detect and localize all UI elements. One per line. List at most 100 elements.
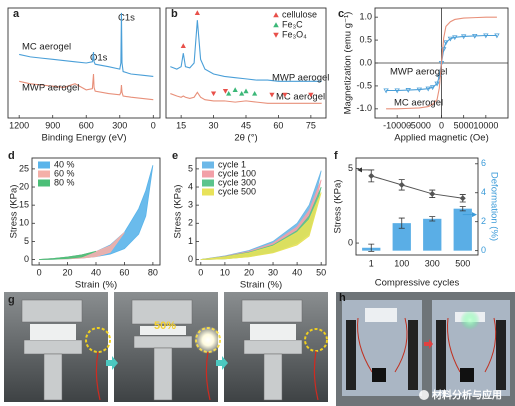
y-axis-label: Stress (KPa): [9, 185, 20, 239]
chart-panel: b 15 30 45 60 75 2θ (°) MWP aerogel MC aerogel ce…: [165, 7, 329, 144]
point-marker: [460, 34, 467, 40]
x-tick-label: 30: [268, 267, 278, 277]
arrows: [106, 356, 228, 370]
arrow: [424, 339, 433, 349]
series-label: MC aerogel: [22, 42, 71, 53]
point-marker: [494, 33, 500, 39]
bar: [392, 223, 411, 251]
point-marker: [483, 33, 489, 39]
legend-swatch: [38, 170, 50, 178]
y-tick-label: 15: [19, 200, 29, 210]
y-tick-label: 5: [348, 163, 353, 173]
watermark-icon: [419, 390, 429, 400]
y-tick-label: 5: [24, 236, 29, 246]
point-marker: [447, 36, 454, 42]
error-bar: [368, 243, 375, 252]
plot-frame: [7, 7, 161, 119]
y-tick-label: 20: [19, 181, 29, 191]
phase-marker: [180, 43, 186, 48]
legend-label: Fe₃O₄: [282, 29, 307, 39]
x-axis-label: Strain (%): [240, 280, 282, 291]
x-tick-label: 100: [394, 258, 409, 268]
point-marker: [398, 181, 405, 188]
x-tick-label: 900: [45, 120, 60, 130]
x-tick-label: 10000: [473, 120, 498, 130]
series-line: [371, 175, 463, 199]
chart-panel: f 0 5 0 2 4 6 Compressive cycles Stress (KPa) Def…: [333, 150, 500, 289]
x-axis-label: Binding Energy (eV): [41, 133, 126, 144]
sample: [365, 308, 397, 322]
hysteresis-loop: [200, 192, 322, 260]
point-marker: [416, 87, 423, 93]
photo-panel-g: g 50%: [4, 292, 328, 402]
y-tick-label: 2: [188, 218, 193, 228]
legend-swatch: [202, 161, 214, 169]
y-tick-label: -0.5: [356, 80, 372, 90]
legend-swatch: [202, 170, 214, 178]
magnets: [346, 320, 506, 390]
point-marker: [368, 172, 375, 179]
panel-letter: h: [339, 292, 346, 304]
phase-marker: [252, 90, 258, 96]
error-bar: [429, 216, 436, 222]
plot-frame: [195, 157, 327, 266]
chart-panel: e 0 10 20 30 40 50 0 1 2 3 4 5 Strain (%) Stress (KPa)…: [172, 150, 327, 291]
press-fixtures: [21, 299, 303, 401]
x-tick-label: 0: [439, 120, 444, 130]
panel-letter: e: [172, 150, 178, 162]
legend-swatch: [202, 188, 214, 196]
panel-letter: c: [338, 8, 344, 20]
y-tick-label: 0: [188, 254, 193, 264]
x-tick-label: 300: [425, 258, 440, 268]
y2-tick-label: 6: [481, 158, 486, 168]
series-line: [19, 12, 154, 77]
photo-panel-h: h 材料分析与应用: [336, 292, 515, 406]
x-tick-label: 0: [37, 267, 42, 277]
legend-label: cycle 100: [218, 168, 256, 178]
x-tick-label: 50: [316, 267, 326, 277]
arrow-head: [357, 167, 362, 173]
x-tick-label: 75: [306, 120, 316, 130]
point-marker: [425, 86, 431, 92]
point-marker: [429, 190, 436, 197]
series-label: MWP aerogel: [272, 73, 329, 84]
x-tick-label: 1200: [9, 120, 29, 130]
point-marker: [459, 195, 466, 202]
led-glow: [194, 326, 222, 354]
x-tick-label: 1: [369, 258, 374, 268]
bar: [453, 208, 472, 251]
series-line: [19, 73, 154, 101]
legend-label: 40 %: [54, 159, 75, 169]
y2-axis-label: Deformation (%): [488, 172, 499, 241]
panel-letter: b: [171, 8, 178, 20]
battery: [460, 368, 474, 382]
phase-marker: [282, 92, 288, 98]
legend-label: cellulose: [282, 9, 317, 19]
x-axis-label: Compressive cycles: [375, 278, 460, 289]
x-tick-label: 300: [112, 120, 127, 130]
legend-symbol: [273, 22, 279, 28]
arrow-head: [472, 212, 477, 218]
y-axis-label: Magnetization (emu g⁻¹): [343, 12, 354, 115]
legend-swatch: [202, 179, 214, 187]
legend-symbol: [273, 12, 279, 18]
legend-swatch: [38, 179, 50, 187]
phase-marker: [226, 90, 232, 96]
x-tick-label: 20: [63, 267, 73, 277]
point-marker: [434, 81, 440, 87]
chart-panel: c -10000-5000 0 5000 10000 -1.0 -0.5 0.0 0.5 1.0 A…: [338, 7, 509, 144]
hysteresis-loop: [200, 186, 322, 260]
phase-marker: [308, 92, 314, 98]
chart-panel: a 1200 900 600 300 0 Binding Energy (eV) C1s O1s…: [7, 7, 161, 144]
legend-label: cycle 500: [218, 186, 256, 196]
legend-label: Fe₃C: [282, 19, 303, 29]
x-tick-label: -10000: [383, 120, 411, 130]
panel-letter: f: [334, 150, 338, 162]
y-tick-label: 0.5: [359, 34, 372, 44]
legend-label: 80 %: [54, 177, 75, 187]
phase-marker: [232, 87, 238, 92]
y-tick-label: 0.0: [359, 57, 372, 67]
point-marker: [405, 88, 411, 93]
y-tick-label: 3: [188, 200, 193, 210]
legend-label: 60 %: [54, 168, 75, 178]
